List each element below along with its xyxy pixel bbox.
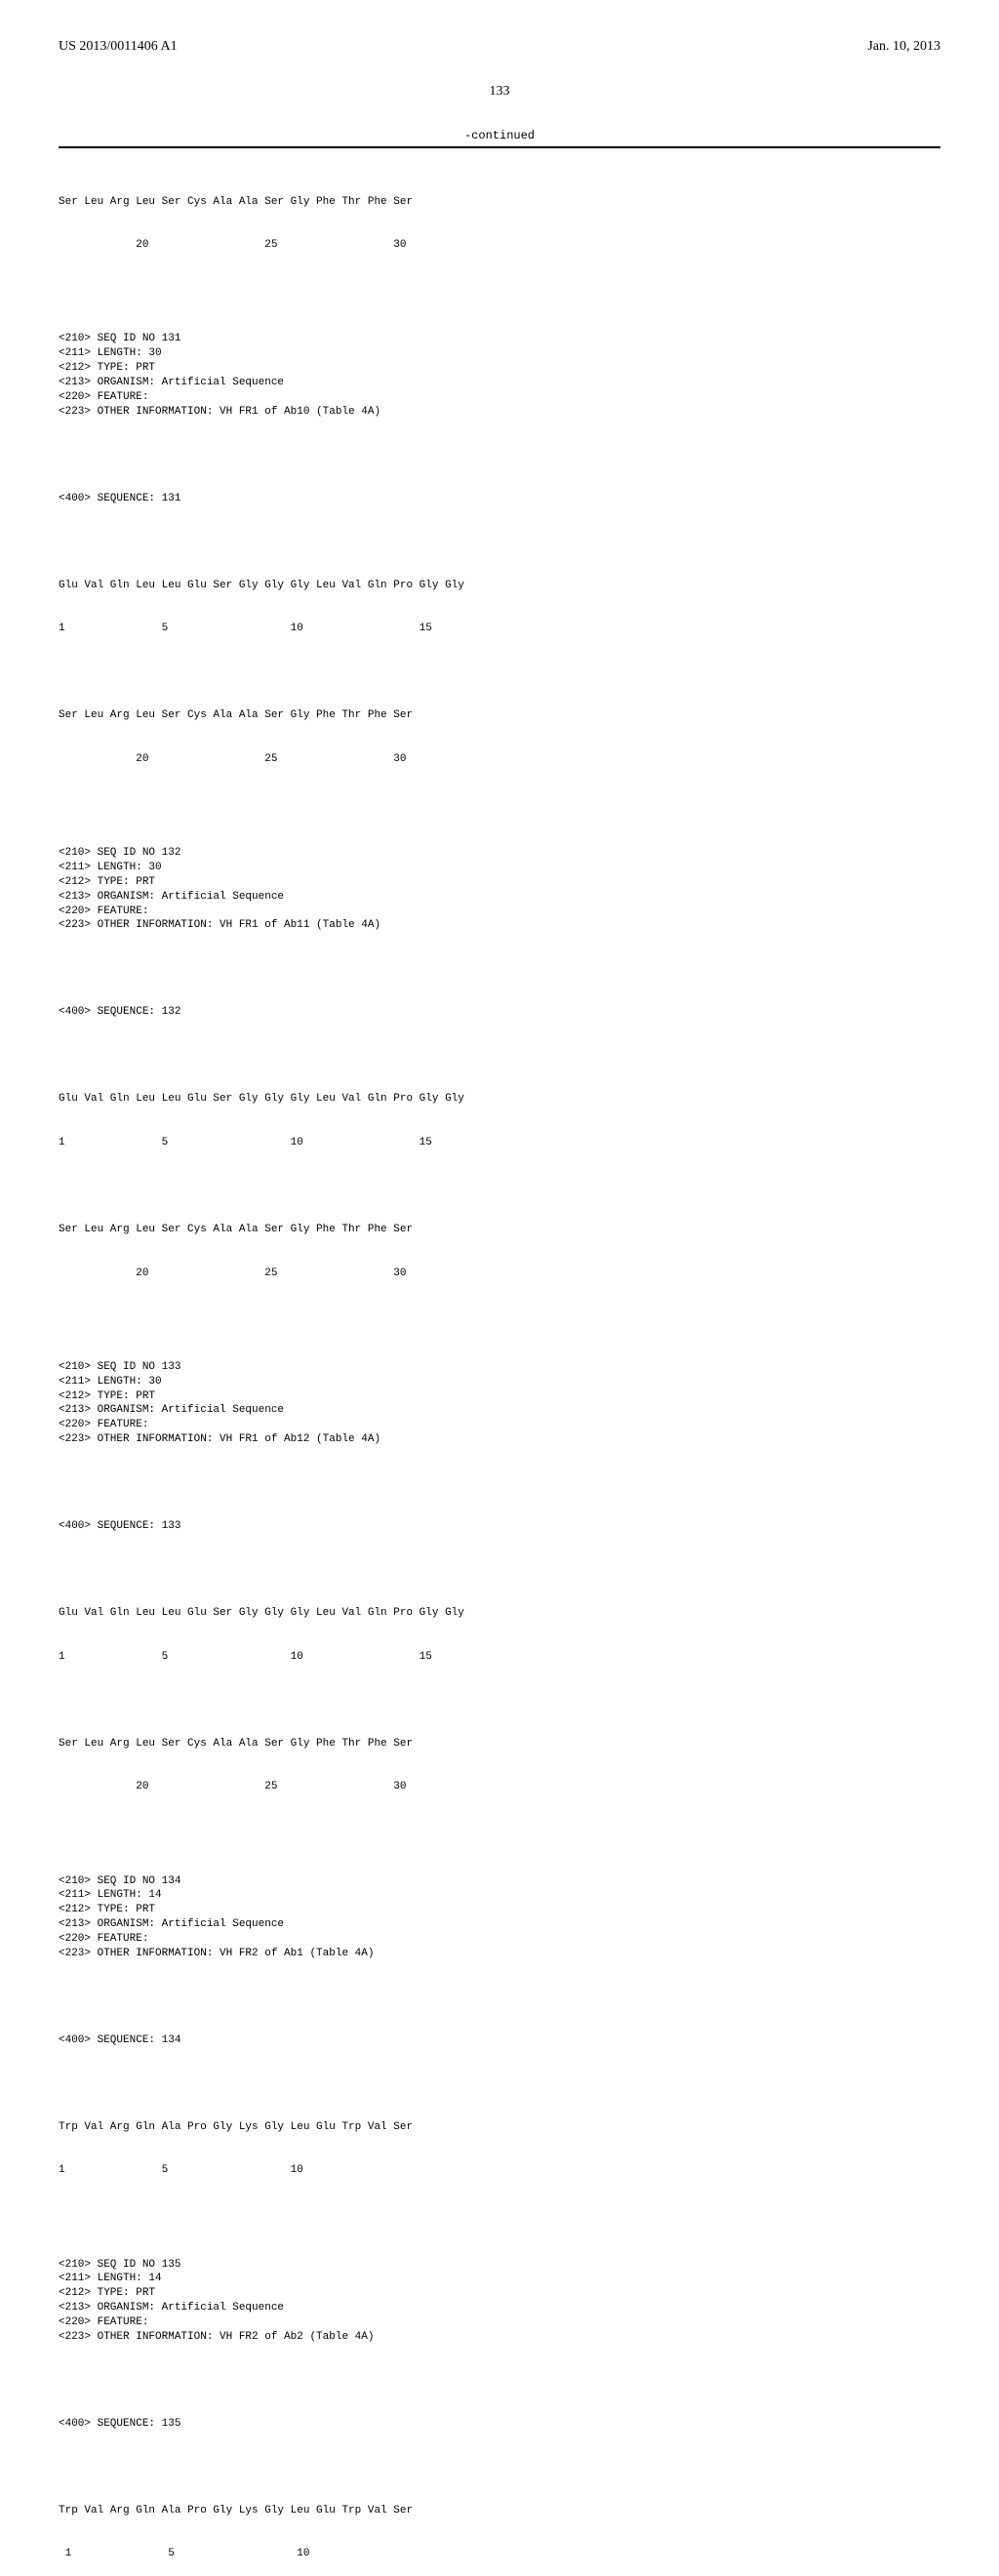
seq-positions: 20 25 30 bbox=[59, 752, 940, 767]
patent-date: Jan. 10, 2013 bbox=[867, 39, 940, 55]
seq-residues: Glu Val Gln Leu Leu Glu Ser Gly Gly Gly … bbox=[59, 1606, 940, 1621]
seq-positions: 1 5 10 15 bbox=[59, 622, 940, 636]
seq-positions: 20 25 30 bbox=[59, 1267, 940, 1281]
seq-positions: 1 5 10 bbox=[59, 2163, 940, 2178]
seq-residues: Ser Leu Arg Leu Ser Cys Ala Ala Ser Gly … bbox=[59, 195, 940, 210]
seq-residues: Ser Leu Arg Leu Ser Cys Ala Ala Ser Gly … bbox=[59, 1737, 940, 1751]
seq-positions: 1 5 10 15 bbox=[59, 1650, 940, 1665]
page-container: US 2013/0011406 A1 Jan. 10, 2013 133 -co… bbox=[0, 0, 999, 2576]
seq-label: <400> SEQUENCE: 133 bbox=[59, 1519, 940, 1534]
seq-label: <400> SEQUENCE: 131 bbox=[59, 492, 940, 506]
seq-residues: Glu Val Gln Leu Leu Glu Ser Gly Gly Gly … bbox=[59, 1092, 940, 1107]
seq-entry: <210> SEQ ID NO 133 <211> LENGTH: 30 <21… bbox=[59, 1331, 940, 1824]
seq-metadata: <210> SEQ ID NO 134 <211> LENGTH: 14 <21… bbox=[59, 1874, 940, 1961]
page-number: 133 bbox=[59, 84, 940, 100]
page-header: US 2013/0011406 A1 Jan. 10, 2013 bbox=[59, 39, 940, 55]
seq-positions: 1 5 10 15 bbox=[59, 1136, 940, 1150]
seq-positions: 20 25 30 bbox=[59, 1780, 940, 1794]
continued-label: -continued bbox=[59, 129, 940, 142]
seq-residues: Glu Val Gln Leu Leu Glu Ser Gly Gly Gly … bbox=[59, 579, 940, 593]
seq-positions: 20 25 30 bbox=[59, 238, 940, 253]
seq-metadata: <210> SEQ ID NO 133 <211> LENGTH: 30 <21… bbox=[59, 1360, 940, 1447]
divider bbox=[59, 146, 940, 148]
seq-residues: Trp Val Arg Gln Ala Pro Gly Lys Gly Leu … bbox=[59, 2120, 940, 2135]
seq-residues: Ser Leu Arg Leu Ser Cys Ala Ala Ser Gly … bbox=[59, 1223, 940, 1237]
seq-label: <400> SEQUENCE: 132 bbox=[59, 1005, 940, 1020]
seq-label: <400> SEQUENCE: 135 bbox=[59, 2417, 940, 2432]
seq-label: <400> SEQUENCE: 134 bbox=[59, 2033, 940, 2048]
patent-number: US 2013/0011406 A1 bbox=[59, 39, 178, 55]
seq-fragment-top: Ser Leu Arg Leu Ser Cys Ala Ala Ser Gly … bbox=[59, 166, 940, 282]
seq-entry: <210> SEQ ID NO 131 <211> LENGTH: 30 <21… bbox=[59, 303, 940, 796]
seq-entry: <210> SEQ ID NO 134 <211> LENGTH: 14 <21… bbox=[59, 1845, 940, 2207]
seq-metadata: <210> SEQ ID NO 132 <211> LENGTH: 30 <21… bbox=[59, 846, 940, 933]
seq-entry: <210> SEQ ID NO 135 <211> LENGTH: 14 <21… bbox=[59, 2229, 940, 2576]
seq-entry: <210> SEQ ID NO 132 <211> LENGTH: 30 <21… bbox=[59, 817, 940, 1309]
seq-metadata: <210> SEQ ID NO 131 <211> LENGTH: 30 <21… bbox=[59, 332, 940, 419]
seq-positions: 1 5 10 bbox=[59, 2547, 940, 2561]
seq-metadata: <210> SEQ ID NO 135 <211> LENGTH: 14 <21… bbox=[59, 2258, 940, 2345]
seq-residues: Trp Val Arg Gln Ala Pro Gly Lys Gly Leu … bbox=[59, 2504, 940, 2518]
seq-residues: Ser Leu Arg Leu Ser Cys Ala Ala Ser Gly … bbox=[59, 708, 940, 723]
